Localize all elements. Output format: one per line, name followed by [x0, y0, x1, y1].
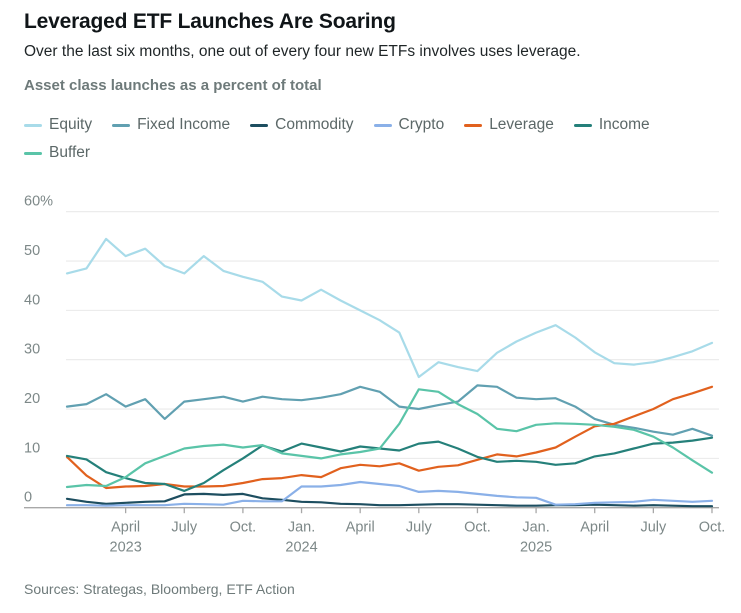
sources-note: Sources: Strategas, Bloomberg, ETF Actio…	[24, 581, 295, 597]
x-axis-label-month: April	[580, 520, 609, 536]
series-line-equity	[65, 237, 714, 379]
chart-kicker: Asset class launches as a percent of tot…	[24, 77, 322, 94]
legend-label: Leverage	[489, 116, 554, 133]
legend-swatch-icon	[250, 123, 269, 127]
y-axis-label-20: 20	[24, 391, 40, 407]
page-title: Leveraged ETF Launches Are Soaring	[24, 10, 396, 33]
legend-label: Equity	[49, 116, 93, 133]
legend-swatch-icon	[373, 123, 392, 127]
x-axis-label-month: Oct.	[230, 520, 257, 536]
series-line-fixed-income	[65, 384, 714, 437]
series-line-crypto	[65, 480, 714, 507]
series-line-buffer	[65, 388, 714, 489]
line-chart: 60% 50 40 30 20 10 0 April 2023 July Oct. Jan. 2024 A…	[24, 194, 726, 556]
legend-item-equity: Equity	[24, 116, 92, 134]
x-axis-label-month: Oct.	[464, 520, 491, 536]
legend-label: Fixed Income	[137, 116, 231, 133]
legend-swatch-icon	[24, 151, 42, 155]
chart-subtitle: Over the last six months, one out of eve…	[24, 43, 581, 60]
legend-swatch-icon	[24, 123, 42, 127]
x-axis-label-month: Jan.	[522, 520, 549, 536]
y-axis-label-40: 40	[24, 292, 40, 308]
series-line-commodity	[65, 492, 714, 508]
y-axis-label-10: 10	[24, 440, 40, 456]
legend-swatch-icon	[573, 123, 592, 127]
legend-swatch-icon	[112, 123, 131, 127]
legend-label: Buffer	[49, 144, 91, 161]
legend-label: Crypto	[398, 116, 445, 133]
legend-item-fixed-income: Fixed Income	[112, 116, 230, 134]
x-axis-label-year: 2023	[110, 540, 142, 556]
legend-item-buffer: Buffer	[24, 144, 90, 162]
x-axis-label-month: April	[111, 520, 140, 536]
x-axis-label-month: July	[171, 520, 198, 536]
legend-item-crypto: Crypto	[373, 116, 445, 134]
chart-legend: Equity Fixed Income Commodity Crypto Leverag…	[24, 116, 724, 162]
x-axis-label-month: April	[346, 520, 375, 536]
legend-swatch-icon	[464, 123, 483, 127]
series-line-income	[65, 436, 714, 492]
legend-label: Income	[598, 116, 650, 133]
legend-item-income: Income	[573, 116, 650, 134]
y-axis-label-30: 30	[24, 342, 40, 358]
x-axis-label-year: 2025	[520, 540, 552, 556]
y-axis-label-60: 60%	[24, 194, 53, 210]
y-axis-label-50: 50	[24, 243, 40, 259]
x-axis-label-month: Oct.	[699, 520, 726, 536]
legend-item-commodity: Commodity	[250, 116, 354, 134]
legend-item-leverage: Leverage	[464, 116, 554, 134]
x-axis-label-month: July	[640, 520, 667, 536]
legend-label: Commodity	[275, 116, 354, 133]
x-axis-label-month: July	[406, 520, 433, 536]
x-axis-label-month: Jan.	[288, 520, 315, 536]
x-axis-label-year: 2024	[285, 540, 317, 556]
y-axis-label-0: 0	[24, 490, 32, 506]
